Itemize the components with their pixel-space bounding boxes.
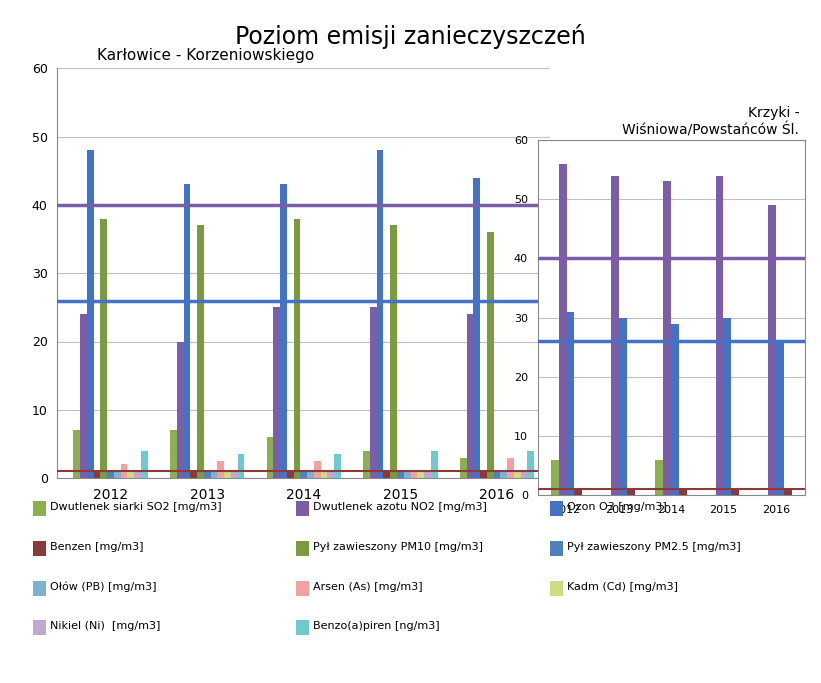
Bar xyxy=(507,458,514,478)
Bar xyxy=(135,471,141,478)
Bar xyxy=(114,471,121,478)
Bar xyxy=(184,184,190,478)
Text: Ołów (PB) [mg/m3]: Ołów (PB) [mg/m3] xyxy=(50,581,157,592)
Bar xyxy=(655,460,663,495)
Bar xyxy=(127,471,135,478)
Bar xyxy=(237,454,245,478)
Text: Dwutlenek azotu NO2 [mg/m3]: Dwutlenek azotu NO2 [mg/m3] xyxy=(313,503,487,512)
Bar xyxy=(141,451,148,478)
Bar xyxy=(493,471,500,478)
Bar xyxy=(480,471,487,478)
Bar xyxy=(575,489,582,495)
Bar xyxy=(397,471,404,478)
Bar xyxy=(328,471,334,478)
Bar xyxy=(334,454,341,478)
Bar xyxy=(73,430,80,478)
Bar xyxy=(300,471,307,478)
Bar xyxy=(231,471,237,478)
Bar xyxy=(466,314,473,478)
Bar xyxy=(431,451,438,478)
Bar xyxy=(370,307,377,478)
Bar xyxy=(417,471,424,478)
Bar xyxy=(294,219,300,478)
Bar xyxy=(280,184,287,478)
Bar xyxy=(663,182,672,495)
Text: Poziom emisji zanieczyszczeń: Poziom emisji zanieczyszczeń xyxy=(235,24,586,49)
Bar xyxy=(424,471,431,478)
Bar xyxy=(204,471,210,478)
Bar xyxy=(197,225,204,478)
Bar xyxy=(672,324,679,495)
Bar xyxy=(314,461,321,478)
Bar xyxy=(321,471,328,478)
Bar xyxy=(80,314,87,478)
Bar xyxy=(716,176,723,495)
Bar xyxy=(404,471,410,478)
Bar xyxy=(514,471,521,478)
Text: Arsen (As) [mg/m3]: Arsen (As) [mg/m3] xyxy=(313,582,423,591)
Bar xyxy=(619,318,626,495)
Bar xyxy=(487,232,493,478)
Bar xyxy=(723,318,732,495)
Bar xyxy=(273,307,280,478)
Bar xyxy=(177,342,184,478)
Bar xyxy=(500,471,507,478)
Bar xyxy=(679,489,687,495)
Bar xyxy=(521,471,527,478)
Bar xyxy=(170,430,177,478)
Bar xyxy=(410,471,417,478)
Text: Nikiel (Ni)  [mg/m3]: Nikiel (Ni) [mg/m3] xyxy=(50,622,160,631)
Bar xyxy=(224,471,231,478)
Bar xyxy=(473,178,480,478)
Bar xyxy=(218,461,224,478)
Bar xyxy=(363,451,370,478)
Text: Pył zawieszony PM2.5 [mg/m3]: Pył zawieszony PM2.5 [mg/m3] xyxy=(567,542,741,552)
Bar xyxy=(566,311,575,495)
Bar xyxy=(267,437,273,478)
Bar xyxy=(383,471,390,478)
Bar xyxy=(108,471,114,478)
Bar xyxy=(87,150,94,478)
Bar xyxy=(190,471,197,478)
Bar xyxy=(94,471,100,478)
Bar xyxy=(611,176,619,495)
Text: Pył zawieszony PM10 [mg/m3]: Pył zawieszony PM10 [mg/m3] xyxy=(313,542,483,552)
Bar xyxy=(776,342,784,495)
Text: Benzen [mg/m3]: Benzen [mg/m3] xyxy=(50,542,144,552)
Bar xyxy=(551,460,558,495)
Bar xyxy=(558,164,566,495)
Bar xyxy=(626,489,635,495)
Bar xyxy=(377,150,383,478)
Bar xyxy=(527,451,534,478)
Text: Kadm (Cd) [mg/m3]: Kadm (Cd) [mg/m3] xyxy=(567,582,678,591)
Bar xyxy=(732,489,739,495)
Bar xyxy=(210,471,218,478)
Bar xyxy=(390,225,397,478)
Bar xyxy=(100,219,108,478)
Bar xyxy=(784,489,791,495)
Text: Benzo(a)piren [ng/m3]: Benzo(a)piren [ng/m3] xyxy=(313,622,439,631)
Bar xyxy=(307,471,314,478)
Text: Dwutlenek siarki SO2 [mg/m3]: Dwutlenek siarki SO2 [mg/m3] xyxy=(50,503,222,512)
Bar xyxy=(768,205,776,495)
Bar xyxy=(460,458,466,478)
Bar xyxy=(287,471,294,478)
Bar xyxy=(121,464,127,478)
Text: Krzyki -
Wiśniowa/Powstańców Śl.: Krzyki - Wiśniowa/Powstańców Śl. xyxy=(622,106,800,137)
Text: Karłowice - Korzeniowskiego: Karłowice - Korzeniowskiego xyxy=(97,48,314,63)
Text: Ozon O3 [mg/m3]: Ozon O3 [mg/m3] xyxy=(567,503,667,512)
